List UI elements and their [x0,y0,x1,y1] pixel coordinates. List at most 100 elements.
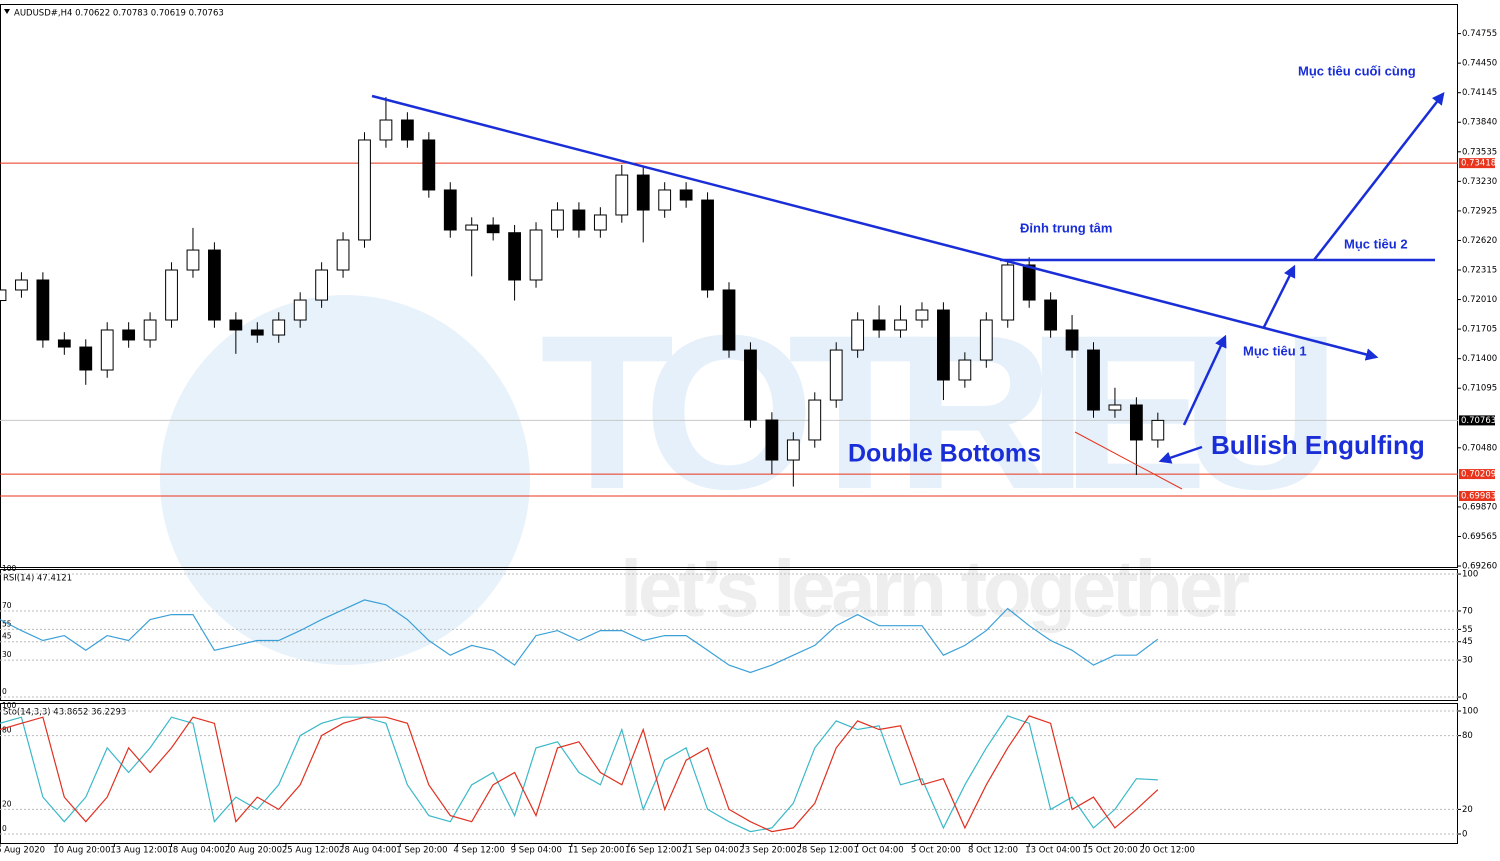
x-tick-label: 10 Aug 20:00 [53,846,110,856]
y-tick-label: 0 [1462,693,1467,703]
candle-body [572,209,586,231]
panel-title: RSI(14) 47.4121 [3,574,72,584]
indicator-line [0,715,1158,833]
x-tick-label: 15 Oct 20:00 [1082,846,1137,856]
y-tick-label: 0.73230 [1462,177,1497,187]
candle-body [358,139,371,241]
x-tick-label: 13 Oct 04:00 [1025,846,1080,856]
x-tick-label: 6 Aug 2020 [0,846,45,856]
indicator-line [0,715,1159,833]
y-tick-label-left: 55 [2,619,12,628]
candle-body [186,249,200,271]
panel-title: AUDUSD#,H4 0.70622 0.70783 0.70619 0.707… [14,9,224,19]
candle-body [937,309,950,381]
annotation: Double Bottoms [848,440,1041,468]
y-tick-label: 55 [1462,625,1473,635]
menu-triangle [4,9,10,14]
rsi-panel [0,569,1458,701]
arrow [1182,334,1227,426]
candle-body [915,309,929,321]
candle-body [1151,419,1165,441]
candle-body [443,189,457,231]
x-tick-label: 1 Oct 04:00 [854,846,904,856]
candle-body [336,239,350,271]
candle-body [229,319,243,331]
y-tick-label: 0.71095 [1462,384,1497,394]
candle-body [422,139,436,191]
candle-body [143,319,157,341]
candle-body [1022,264,1036,301]
x-tick-label: 18 Aug 04:00 [168,846,225,856]
candle-body [486,224,500,234]
candle-body [829,349,843,401]
y-tick-label-left: 100 [2,564,17,573]
candle-body [1087,349,1100,411]
x-tick-label: 21 Sep 04:00 [682,846,739,856]
candle-body [165,269,178,321]
candle-body [958,359,972,381]
x-tick-label: 1 Sep 20:00 [396,846,447,856]
x-tick-label: 25 Aug 12:00 [282,846,339,856]
candle-body [272,319,286,336]
x-tick-label: 5 Oct 20:00 [911,846,961,856]
y-tick-label: 0.69260 [1462,562,1497,572]
y-tick-label: 0.72925 [1462,206,1497,216]
candle-body [551,209,564,231]
current-price-box [1459,415,1495,426]
candle-body [636,174,650,211]
y-tick-label: 0.70480 [1462,443,1497,453]
candle-body [979,319,993,361]
y-tick-label: 0.73840 [1462,118,1497,128]
y-tick-label: 0.71705 [1462,325,1497,335]
y-tick-label: 0.74145 [1462,88,1497,98]
candle-body [1065,329,1079,351]
watermark-slogan: let’s learn together [620,544,1250,633]
candle-body [100,329,114,371]
level-label-box [1459,490,1495,501]
candle-body [400,119,414,141]
candle-body [722,289,736,351]
y-tick-label-left: 100 [2,701,17,710]
y-tick-label: 45 [1462,637,1473,647]
candle-body [0,289,7,302]
x-tick-label: 20 Oct 12:00 [1140,846,1195,856]
y-tick-label: 0.69870 [1462,502,1497,512]
x-tick-label: 11 Sep 20:00 [568,846,625,856]
y-tick-label-left: 0 [2,687,7,696]
level-label: 0.70209 [1461,470,1496,480]
y-tick-label: 0.72315 [1462,266,1497,276]
candle-body [615,174,629,216]
candle-body [894,319,907,331]
y-tick-label: 0.69565 [1462,532,1497,542]
x-tick-label: 16 Sep 12:00 [625,846,682,856]
y-tick-label: 0 [1462,830,1467,840]
level-label: 0.73418 [1461,159,1496,169]
y-tick-label: 0.73535 [1462,147,1497,157]
candle-body [122,329,136,341]
y-tick-label: 100 [1462,570,1478,580]
candle-body [1129,404,1143,441]
arrow [1262,264,1296,328]
x-tick-label: 28 Sep 12:00 [796,846,853,856]
candle-body [744,349,757,421]
y-tick-label: 30 [1462,656,1473,666]
y-tick-label: 20 [1462,805,1473,815]
y-tick-label-left: 80 [2,726,12,735]
x-tick-label: 8 Oct 12:00 [968,846,1018,856]
y-tick-label-left: 0 [2,824,7,833]
indicator-line [0,599,1159,674]
candle-body [1001,264,1015,321]
support-trend [1074,431,1183,490]
arrow [1158,445,1203,464]
candle-body [293,299,307,321]
candle-body [851,319,865,351]
candle-body [808,399,822,441]
y-tick-label: 0.74755 [1462,29,1497,39]
stochastic-panel [0,703,1458,844]
candle-body [529,229,543,281]
x-tick-label: 9 Sep 04:00 [511,846,562,856]
y-tick-label-left: 20 [2,799,12,808]
level-label-box [1459,158,1495,169]
candle-body [15,279,28,291]
